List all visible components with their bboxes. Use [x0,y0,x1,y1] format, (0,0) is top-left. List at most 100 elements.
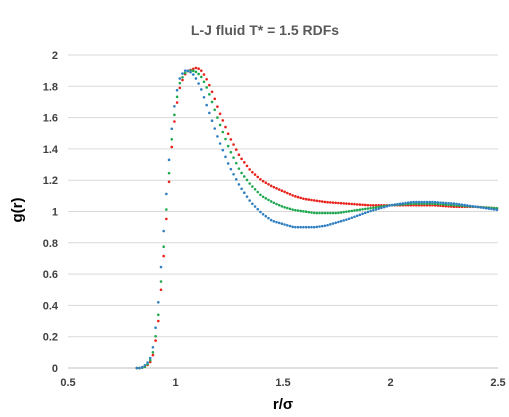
data-point [154,339,157,342]
data-point [151,351,155,354]
data-point [334,221,337,225]
data-point [471,204,475,208]
data-point [404,201,407,205]
data-point [363,211,367,215]
data-point [280,222,284,226]
data-point [264,181,268,184]
data-point [277,188,281,191]
data-point [310,225,313,229]
data-point [237,183,241,186]
data-point [165,208,168,211]
y-tick-label: 0.6 [43,269,58,281]
data-point [342,202,346,205]
data-point [358,203,362,206]
data-point [253,173,257,176]
data-point [243,191,246,195]
data-point [495,208,499,212]
data-point [339,219,343,223]
data-point [259,177,262,181]
data-point [221,130,225,134]
data-point [490,207,493,211]
data-point [286,223,289,227]
data-point [248,168,251,171]
data-point [183,71,187,75]
data-point [291,208,294,211]
data-point [159,288,163,292]
data-point [487,207,491,210]
data-point [259,210,262,214]
data-point [347,209,351,213]
data-point [216,105,219,108]
data-point [173,104,176,108]
data-point [181,76,184,79]
data-point [350,202,354,206]
series-1 [135,66,499,370]
data-point [302,210,305,213]
data-point [256,207,260,211]
data-point [175,95,179,99]
data-point [474,205,477,208]
data-point [248,182,251,185]
data-point [218,123,222,127]
data-point [208,111,211,115]
data-point [363,207,367,211]
data-point [213,127,217,130]
data-point [372,206,375,210]
data-point [208,93,211,96]
data-point [277,203,281,207]
data-point [310,211,313,214]
data-point [269,184,273,188]
data-point [460,203,464,206]
data-point [283,205,286,209]
data-point [339,211,343,214]
data-point [165,217,168,221]
data-point [200,75,203,79]
data-point [339,201,343,205]
data-point [280,189,284,192]
data-point [318,211,321,215]
data-point [181,72,184,75]
data-point [205,103,208,107]
data-point [229,150,233,154]
data-point [256,175,260,179]
data-point [299,225,303,229]
data-point [213,97,217,101]
data-point [264,197,268,200]
data-point [326,223,329,227]
data-point [431,200,434,204]
data-point [299,196,303,200]
data-point [261,195,265,199]
data-point [202,73,206,76]
data-point [369,203,372,207]
data-point [334,201,337,205]
x-axis-label: r/σ [273,396,293,412]
data-point [178,77,182,80]
y-tick-label: 1.4 [43,144,59,156]
data-point [329,223,332,226]
data-point [167,171,171,175]
data-point [261,179,265,183]
data-point [191,69,195,73]
data-point [194,66,198,70]
data-point [167,180,171,184]
data-point [178,81,182,85]
data-point [173,113,176,117]
data-point [302,225,305,229]
data-point [417,200,421,204]
x-tick-label: 2 [387,377,393,389]
data-point [304,210,308,214]
data-point [197,72,200,76]
y-tick-label: 0.2 [43,332,58,344]
data-point [412,200,415,204]
data-point [232,143,235,146]
data-point [326,211,329,215]
data-point [315,199,319,203]
data-point [175,101,179,104]
data-point [140,365,144,369]
data-point [253,205,257,208]
data-point [439,201,442,204]
data-point [205,77,208,81]
data-point [372,208,375,212]
data-point [240,171,243,175]
